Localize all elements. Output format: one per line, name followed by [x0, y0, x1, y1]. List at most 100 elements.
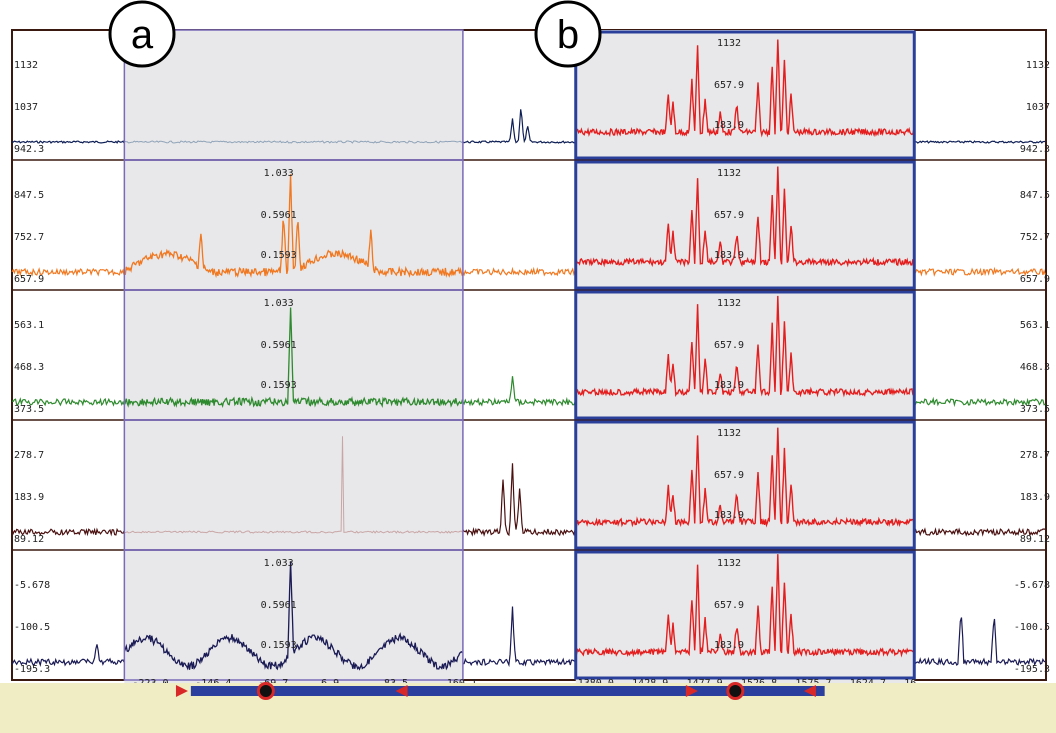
- y-label-right: 563.1: [1020, 320, 1050, 331]
- outer-trace: [11, 527, 125, 537]
- outer-trace: [914, 527, 1046, 537]
- selection-a-y-label: 0.5961: [261, 340, 297, 351]
- outer-trace: [11, 140, 125, 144]
- slider-range-arrow[interactable]: [395, 685, 408, 697]
- outer-trace: [11, 397, 125, 407]
- y-label-right: 847.5: [1020, 190, 1050, 201]
- y-label-left: -100.5: [14, 622, 50, 633]
- selection-b-y-label: 1132: [717, 38, 741, 49]
- selection-b-trace: [575, 166, 915, 268]
- panel-markers: a b: [108, 0, 602, 68]
- selection-b-y-label: 183.9: [714, 250, 744, 261]
- lane-1: 1132 1132 1037 1037 942.3 942.3 1132 657.9 183.9: [11, 38, 1050, 155]
- outer-trace: [462, 606, 576, 668]
- lane-3: 563.1 563.1 468.3 468.3 373.5 373.5 1.033 0.596…: [11, 289, 1050, 415]
- outer-trace: [11, 267, 125, 277]
- outer-trace: [462, 376, 576, 407]
- y-label-left: 942.3: [14, 144, 44, 155]
- y-label-left: 183.9: [14, 492, 44, 503]
- outer-trace: [462, 463, 576, 538]
- selection-b-cell[interactable]: [574, 420, 916, 550]
- slider-range-arrow[interactable]: [175, 685, 188, 697]
- y-label-left: 468.3: [14, 362, 44, 373]
- y-label-left: 752.7: [14, 232, 44, 243]
- selection-b-trace: [575, 295, 915, 398]
- y-label-right: 373.5: [1020, 404, 1050, 415]
- slider-range-arrow[interactable]: [685, 685, 698, 697]
- selection-b-y-label: 657.9: [714, 340, 744, 351]
- selection-b-y-label: 1132: [717, 428, 741, 439]
- selection-a-trace: [123, 174, 464, 279]
- selection-a-trace: [123, 307, 464, 409]
- y-label-left: -5.678: [14, 580, 50, 591]
- selection-a-y-label: 0.1593: [261, 250, 297, 261]
- selection-b-y-label: 657.9: [714, 600, 744, 611]
- outer-trace: [462, 266, 576, 277]
- outer-trace: [11, 644, 125, 667]
- y-label-right: 89.12: [1020, 534, 1050, 545]
- y-label-right: 278.7: [1020, 450, 1050, 461]
- selection-b-cell[interactable]: [574, 550, 916, 680]
- slider-handle[interactable]: [259, 685, 272, 697]
- y-label-right: 942.3: [1020, 144, 1050, 155]
- outer-trace: [913, 617, 1046, 667]
- selection-a-y-label: 0.1593: [261, 640, 297, 651]
- selection-a-y-label: 1.033: [264, 298, 294, 309]
- selection-b-y-label: 1132: [717, 168, 741, 179]
- selection-b-y-label: 183.9: [714, 640, 744, 651]
- selection-b-y-label: 1132: [717, 558, 741, 569]
- selection-a-trace: [123, 561, 463, 671]
- outer-trace: [913, 266, 1046, 277]
- selection-a-y-label: 0.5961: [261, 600, 297, 611]
- range-slider[interactable]: [0, 682, 1056, 733]
- y-label-right: 1037: [1026, 102, 1050, 113]
- outer-trace: [462, 109, 576, 144]
- selection-a-fill: [124, 30, 463, 690]
- selection-b-trace: [575, 427, 915, 528]
- slider-handle[interactable]: [729, 685, 742, 697]
- slider-range-arrow[interactable]: [803, 685, 816, 697]
- selection-b-y-label: 657.9: [714, 80, 744, 91]
- y-label-left: 1132: [14, 60, 38, 71]
- marker-a-label: a: [131, 13, 154, 57]
- y-label-right: 752.7: [1020, 232, 1050, 243]
- y-label-left: 89.12: [14, 534, 44, 545]
- y-label-left: 278.7: [14, 450, 44, 461]
- marker-a-circle: [108, 0, 176, 68]
- selection-b-y-label: 183.9: [714, 380, 744, 391]
- background-layer: [11, 29, 1047, 690]
- selection-b-y-label: 1132: [717, 298, 741, 309]
- selection-a-trace: [124, 140, 464, 144]
- y-label-right: 183.9: [1020, 492, 1050, 503]
- selection-a-y-label: 0.1593: [261, 380, 297, 391]
- selection-b-fill: [575, 30, 915, 690]
- selection-b-cell[interactable]: [574, 290, 916, 420]
- y-label-right: 1132: [1026, 60, 1050, 71]
- selection-b-cell[interactable]: [574, 160, 916, 290]
- outer-trace: [913, 396, 1046, 408]
- y-label-right: -5.678: [1014, 580, 1050, 591]
- selection-b-y-label: 657.9: [714, 210, 744, 221]
- lane-5: -5.678 -5.678 -100.5 -100.5 -195.3 -195.3 1.03…: [11, 549, 1050, 675]
- outer-trace: [914, 140, 1046, 144]
- marker-b-label: b: [557, 13, 579, 57]
- selection-a-trace: [124, 436, 464, 534]
- selection-a-y-label: 1.033: [264, 558, 294, 569]
- selection-a-y-label: 1.033: [264, 168, 294, 179]
- y-label-left: 657.9: [14, 274, 44, 285]
- selection-b-trace: [575, 554, 915, 658]
- selection-a-y-label: 0.5961: [261, 210, 297, 221]
- selection-a-cell[interactable]: [123, 549, 464, 681]
- y-label-right: -195.3: [1014, 664, 1050, 675]
- selection-b-y-label: 183.9: [714, 120, 744, 131]
- selection-b-y-label: 657.9: [714, 470, 744, 481]
- marker-b-circle: [534, 0, 602, 68]
- selection-b-trace: [575, 39, 915, 138]
- y-label-left: 847.5: [14, 190, 44, 201]
- y-label-left: 1037: [14, 102, 38, 113]
- y-label-left: -195.3: [14, 664, 50, 675]
- selection-b-cell[interactable]: [574, 30, 916, 160]
- slider-bar[interactable]: [190, 686, 825, 696]
- y-label-left: 563.1: [14, 320, 44, 331]
- y-label-left: 373.5: [14, 404, 44, 415]
